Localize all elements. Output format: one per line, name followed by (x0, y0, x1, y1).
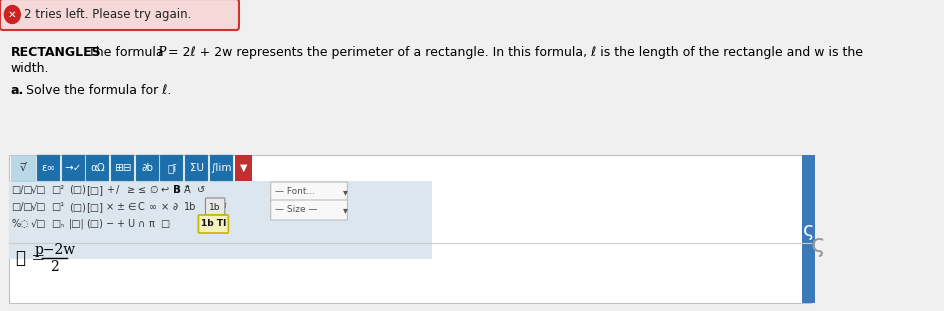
Text: ×: × (106, 202, 114, 212)
Bar (136, 155, 159, 181)
Text: π: π (149, 219, 155, 229)
Text: width.: width. (10, 62, 49, 75)
Bar (111, 155, 134, 181)
Text: ×: × (160, 202, 169, 212)
Text: B: B (173, 185, 181, 195)
Text: p−2w: p−2w (34, 243, 76, 257)
FancyBboxPatch shape (198, 215, 228, 233)
Text: a.: a. (10, 84, 24, 97)
Text: □: □ (208, 202, 216, 212)
Text: □¹: □¹ (51, 202, 64, 212)
Text: = 2ℓ + 2w represents the perimeter of a rectangle. In this formula, ℓ is the len: = 2ℓ + 2w represents the perimeter of a … (164, 46, 863, 59)
Text: √□: √□ (31, 219, 46, 229)
Bar (37, 155, 60, 181)
Text: ±: ± (116, 202, 125, 212)
Text: ∂b: ∂b (142, 163, 153, 173)
Text: — Font...: — Font... (275, 188, 315, 197)
Text: +: + (116, 219, 125, 229)
Text: (□): (□) (87, 219, 103, 229)
Text: The formula: The formula (84, 46, 167, 59)
Text: 2: 2 (50, 260, 59, 274)
Circle shape (5, 6, 20, 24)
Text: □²: □² (51, 185, 64, 195)
Text: ⊞⊟: ⊞⊟ (114, 163, 131, 173)
FancyBboxPatch shape (206, 198, 225, 215)
Text: ℓ =: ℓ = (16, 249, 45, 267)
Text: ↩: ↩ (160, 185, 169, 195)
Text: ∅: ∅ (149, 185, 158, 195)
Bar (87, 155, 110, 181)
Text: +: + (106, 185, 114, 195)
Text: /: / (116, 185, 120, 195)
FancyBboxPatch shape (271, 182, 347, 202)
Text: ς: ς (803, 220, 815, 239)
Text: 1b TI: 1b TI (201, 220, 227, 229)
Bar (8, 181, 432, 259)
Text: √□: √□ (31, 185, 46, 195)
Text: ⓪ī: ⓪ī (167, 163, 177, 173)
Text: ↺: ↺ (196, 185, 205, 195)
Text: %◌: %◌ (11, 219, 29, 229)
Text: ∈: ∈ (127, 202, 136, 212)
Text: √̅: √̅ (20, 163, 26, 173)
Text: ▾: ▾ (344, 205, 348, 215)
Text: |□|: |□| (69, 219, 85, 229)
Text: ↺: ↺ (219, 202, 227, 212)
Text: √□: √□ (31, 202, 46, 212)
Bar (185, 155, 208, 181)
Text: P: P (157, 46, 165, 59)
FancyBboxPatch shape (271, 200, 347, 220)
Text: B: B (173, 185, 179, 195)
Text: ✕: ✕ (8, 10, 17, 20)
Bar (802, 155, 815, 303)
Text: −: − (106, 219, 114, 229)
Text: ε∞: ε∞ (42, 163, 56, 173)
Bar (8, 155, 811, 303)
Bar (10, 155, 35, 181)
Text: □/□: □/□ (11, 185, 33, 195)
Text: 2 tries left. Please try again.: 2 tries left. Please try again. (24, 8, 192, 21)
Bar (210, 155, 233, 181)
Text: ▼: ▼ (240, 163, 247, 173)
Text: ∫lim: ∫lim (211, 163, 232, 173)
Text: ∞: ∞ (149, 202, 157, 212)
Text: ▾: ▾ (344, 187, 348, 197)
Text: □: □ (160, 219, 170, 229)
Text: →✓: →✓ (64, 163, 82, 173)
Text: αΩ: αΩ (91, 163, 106, 173)
Text: RECTANGLES: RECTANGLES (10, 46, 101, 59)
Text: — Size —: — Size — (275, 206, 317, 215)
Text: (□): (□) (69, 202, 86, 212)
Text: ≤: ≤ (138, 185, 145, 195)
Text: ∂: ∂ (173, 202, 177, 212)
Text: 1b: 1b (210, 202, 221, 211)
Text: Solve the formula for ℓ.: Solve the formula for ℓ. (22, 84, 172, 97)
Text: ς: ς (811, 233, 826, 257)
Text: C: C (138, 202, 144, 212)
Text: [□]: [□] (87, 185, 104, 195)
Text: ΣU: ΣU (190, 163, 204, 173)
Text: U: U (127, 219, 134, 229)
Bar (234, 155, 252, 181)
Text: A⃗: A⃗ (184, 185, 191, 195)
Text: □ₙ: □ₙ (51, 219, 64, 229)
FancyBboxPatch shape (0, 0, 239, 30)
Bar (160, 155, 183, 181)
Text: (□): (□) (69, 185, 86, 195)
Text: [□]: [□] (87, 202, 104, 212)
Bar (61, 155, 85, 181)
Text: ≥: ≥ (127, 185, 135, 195)
Text: □/□: □/□ (11, 202, 33, 212)
Text: ∩: ∩ (138, 219, 144, 229)
Text: 1b: 1b (184, 202, 196, 212)
